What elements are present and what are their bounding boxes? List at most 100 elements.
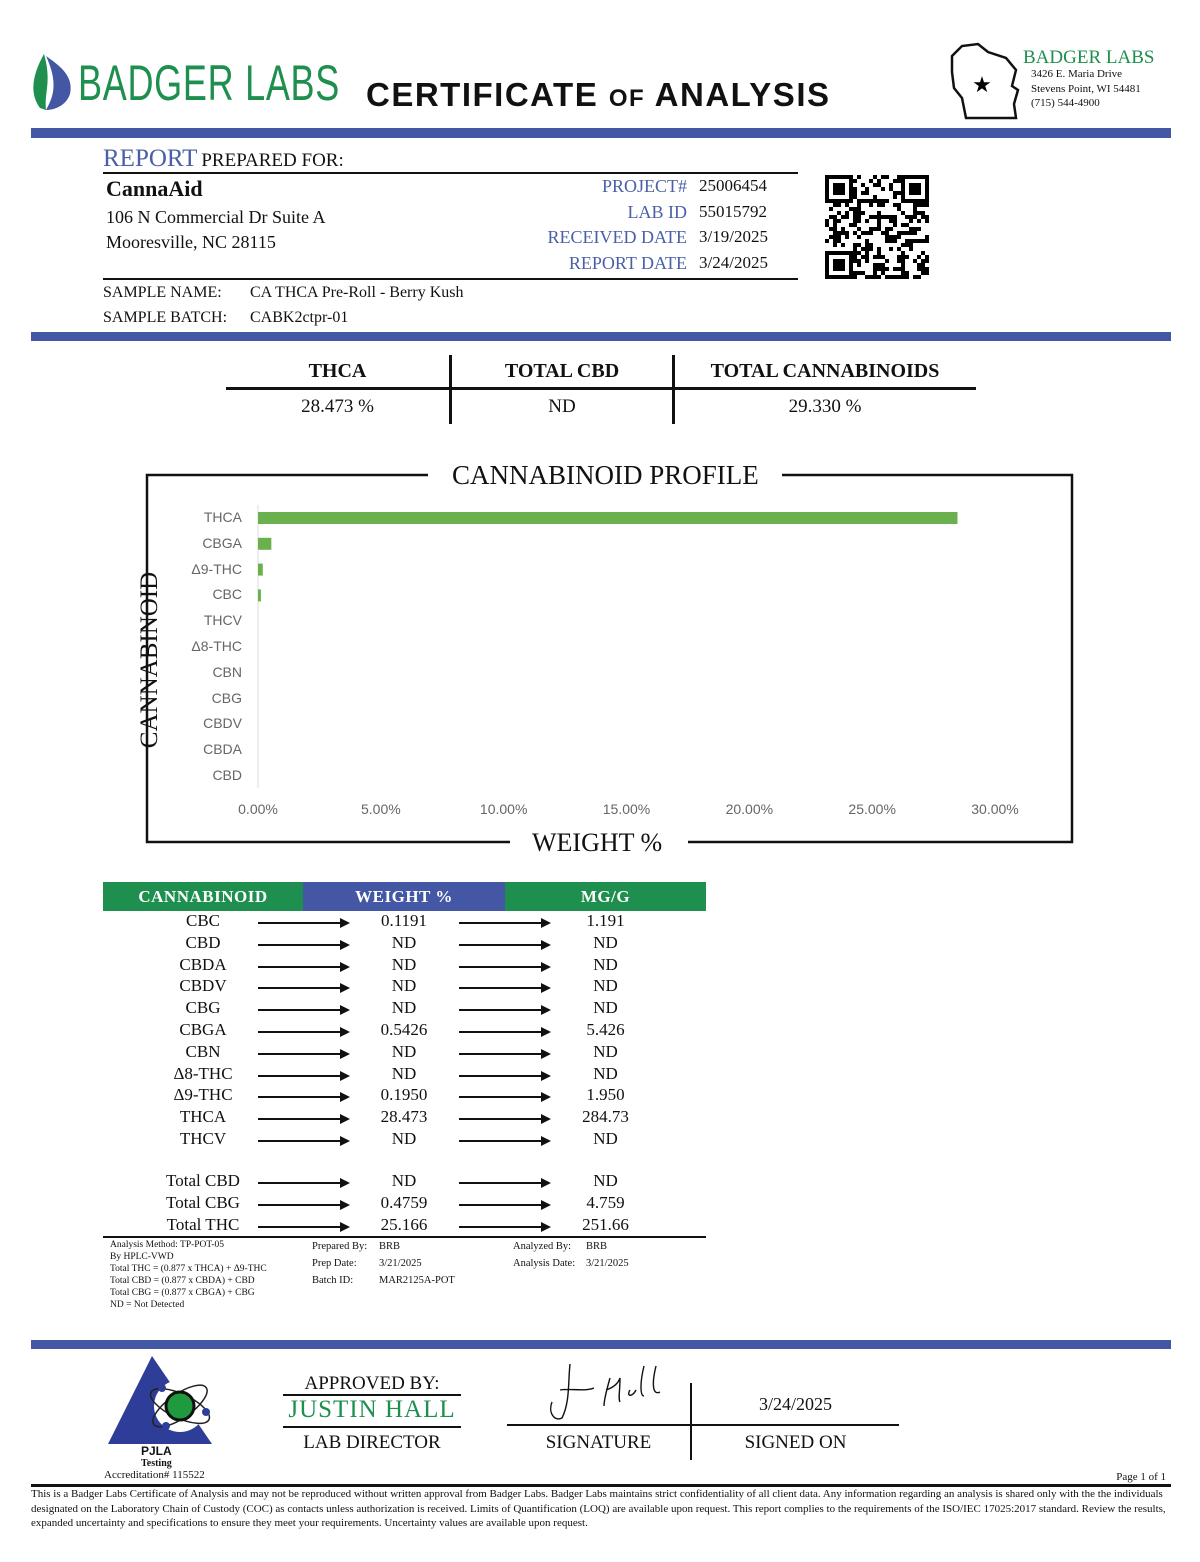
mg-per-g: ND bbox=[593, 932, 618, 952]
divider bbox=[103, 172, 798, 174]
table-row: CBN ND ND bbox=[103, 1042, 706, 1064]
cannabinoid-name: Total THC bbox=[166, 1214, 240, 1234]
cannabinoid-name: CBN bbox=[185, 1041, 221, 1061]
x-tick-label: 20.00% bbox=[725, 801, 774, 817]
field-label: PROJECT# bbox=[601, 176, 687, 196]
table-row: Δ9-THC 0.1950 1.950 bbox=[103, 1085, 706, 1107]
qr-code[interactable] bbox=[825, 175, 929, 279]
arrow-icon bbox=[459, 939, 551, 950]
table-row: CBGA 0.5426 5.426 bbox=[103, 1020, 706, 1042]
disclaimer: This is a Badger Labs Certificate of Ana… bbox=[31, 1488, 1166, 1529]
x-tick-label: 15.00% bbox=[602, 801, 651, 817]
method-line: ND = Not Detected bbox=[110, 1300, 185, 1310]
arrow-icon bbox=[459, 1048, 551, 1059]
cannabinoid-name: THCA bbox=[179, 1107, 227, 1127]
cannabinoid-profile-chart bbox=[145, 473, 1074, 844]
table-row: CBC 0.1191 1.191 bbox=[103, 911, 706, 933]
y-tick-label: CBD bbox=[212, 767, 242, 783]
divider bbox=[226, 387, 976, 390]
table-row: CBG ND ND bbox=[103, 998, 706, 1020]
arrow-icon bbox=[258, 1048, 350, 1059]
x-tick-label: 5.00% bbox=[360, 801, 401, 817]
lab-name: BADGER LABS bbox=[1023, 47, 1155, 68]
divider bbox=[283, 1426, 461, 1428]
x-tick-label: 10.00% bbox=[479, 801, 528, 817]
y-tick-label: CBG bbox=[211, 689, 242, 706]
page-number: Page 1 of 1 bbox=[1116, 1471, 1166, 1483]
mg-per-g: 4.759 bbox=[586, 1192, 625, 1212]
mg-per-g: ND bbox=[593, 1171, 618, 1190]
mg-per-g: 284.73 bbox=[582, 1107, 629, 1127]
divider bbox=[449, 355, 452, 424]
cannabinoid-name: CBDA bbox=[179, 954, 227, 974]
weight-percent: 0.4759 bbox=[380, 1192, 428, 1212]
weight-percent: ND bbox=[391, 1129, 417, 1148]
mg-per-g: 251.66 bbox=[582, 1214, 629, 1234]
y-tick-label: CBDA bbox=[203, 741, 242, 758]
field-label: REPORT DATE bbox=[568, 252, 687, 273]
mg-per-g: ND bbox=[593, 1041, 618, 1061]
field-label: RECEIVED DATE bbox=[547, 227, 687, 247]
signature-image bbox=[550, 1363, 661, 1420]
cannabinoid-name: Total CBG bbox=[166, 1192, 240, 1212]
analyzed-by-label: Analyzed By: bbox=[513, 1241, 572, 1252]
arrow-icon bbox=[459, 1199, 551, 1210]
client-address-2: Mooresville, NC 28115 bbox=[106, 232, 276, 252]
method-line: Analysis Method: TP-POT-05 bbox=[110, 1240, 225, 1250]
summary-total-value: 29.330 % bbox=[788, 396, 862, 417]
arrow-icon bbox=[258, 1092, 350, 1103]
mg-per-g: ND bbox=[593, 976, 618, 996]
y-tick-label: CBN bbox=[212, 663, 242, 680]
cannabinoid-name: CBG bbox=[185, 998, 221, 1018]
lab-phone: (715) 544-4900 bbox=[1031, 97, 1100, 109]
document-title: CERTIFICATE OF ANALYSIS bbox=[366, 76, 831, 113]
cannabinoid-name: Total CBD bbox=[166, 1171, 240, 1190]
arrow-icon bbox=[459, 1005, 551, 1016]
pjla-accreditation-logo bbox=[108, 1356, 212, 1444]
pjla-text: PJLA bbox=[141, 1444, 172, 1458]
mg-per-g: 1.950 bbox=[586, 1085, 625, 1105]
analyzed-by: BRB bbox=[586, 1241, 608, 1252]
weight-percent: 25.166 bbox=[380, 1214, 428, 1234]
field-value: 25006454 bbox=[699, 176, 767, 195]
bar-2 bbox=[258, 563, 263, 576]
arrow-icon bbox=[258, 1199, 350, 1210]
analysis-date-label: Analysis Date: bbox=[513, 1258, 576, 1269]
method-line: Total CBG = (0.877 x CBGA) + CBG bbox=[110, 1288, 255, 1298]
chart-frame bbox=[145, 473, 1074, 844]
divider bbox=[672, 355, 675, 424]
table-row: CBDA ND ND bbox=[103, 955, 706, 977]
field-value: 3/24/2025 bbox=[699, 252, 768, 272]
sample-name: CA THCA Pre-Roll - Berry Kush bbox=[250, 284, 464, 301]
signature-label: SIGNATURE bbox=[545, 1432, 652, 1453]
field-value: 55015792 bbox=[699, 201, 767, 221]
leaf-icon bbox=[33, 54, 71, 110]
divider bbox=[507, 1424, 899, 1426]
table-header: CANNABINOID bbox=[103, 882, 303, 911]
cannabinoid-name: Δ8-THC bbox=[173, 1063, 233, 1083]
divider bbox=[103, 278, 798, 280]
y-tick-label: CBGA bbox=[202, 534, 242, 551]
arrow-icon bbox=[459, 1114, 551, 1125]
header-divider bbox=[31, 128, 1171, 138]
y-tick-label: Δ8-THC bbox=[191, 638, 242, 654]
weight-percent: ND bbox=[391, 998, 417, 1018]
x-tick-label: 0.00% bbox=[238, 801, 278, 817]
prepared-by-label: Prepared By: bbox=[312, 1241, 368, 1252]
sample-batch-label: SAMPLE BATCH: bbox=[103, 309, 228, 326]
arrow-icon bbox=[459, 1092, 551, 1103]
lab-address-2: Stevens Point, WI 54481 bbox=[1031, 83, 1141, 95]
table-row: THCV ND ND bbox=[103, 1129, 706, 1151]
cannabinoid-name: THCV bbox=[179, 1129, 227, 1148]
method-line: Total THC = (0.877 x THCA) + Δ9-THC bbox=[110, 1264, 267, 1274]
batch-id-label: Batch ID: bbox=[312, 1275, 354, 1286]
weight-percent: 28.473 bbox=[380, 1107, 428, 1127]
svg-text:★: ★ bbox=[972, 72, 992, 97]
mg-per-g: ND bbox=[593, 998, 618, 1018]
signed-on-date: 3/24/2025 bbox=[758, 1394, 832, 1414]
approver-role: LAB DIRECTOR bbox=[303, 1432, 441, 1453]
bar-0 bbox=[258, 512, 958, 524]
table-row: Δ8-THC ND ND bbox=[103, 1064, 706, 1086]
y-tick-label: CBC bbox=[212, 586, 242, 603]
summary-thca-value: 28.473 % bbox=[301, 396, 374, 417]
